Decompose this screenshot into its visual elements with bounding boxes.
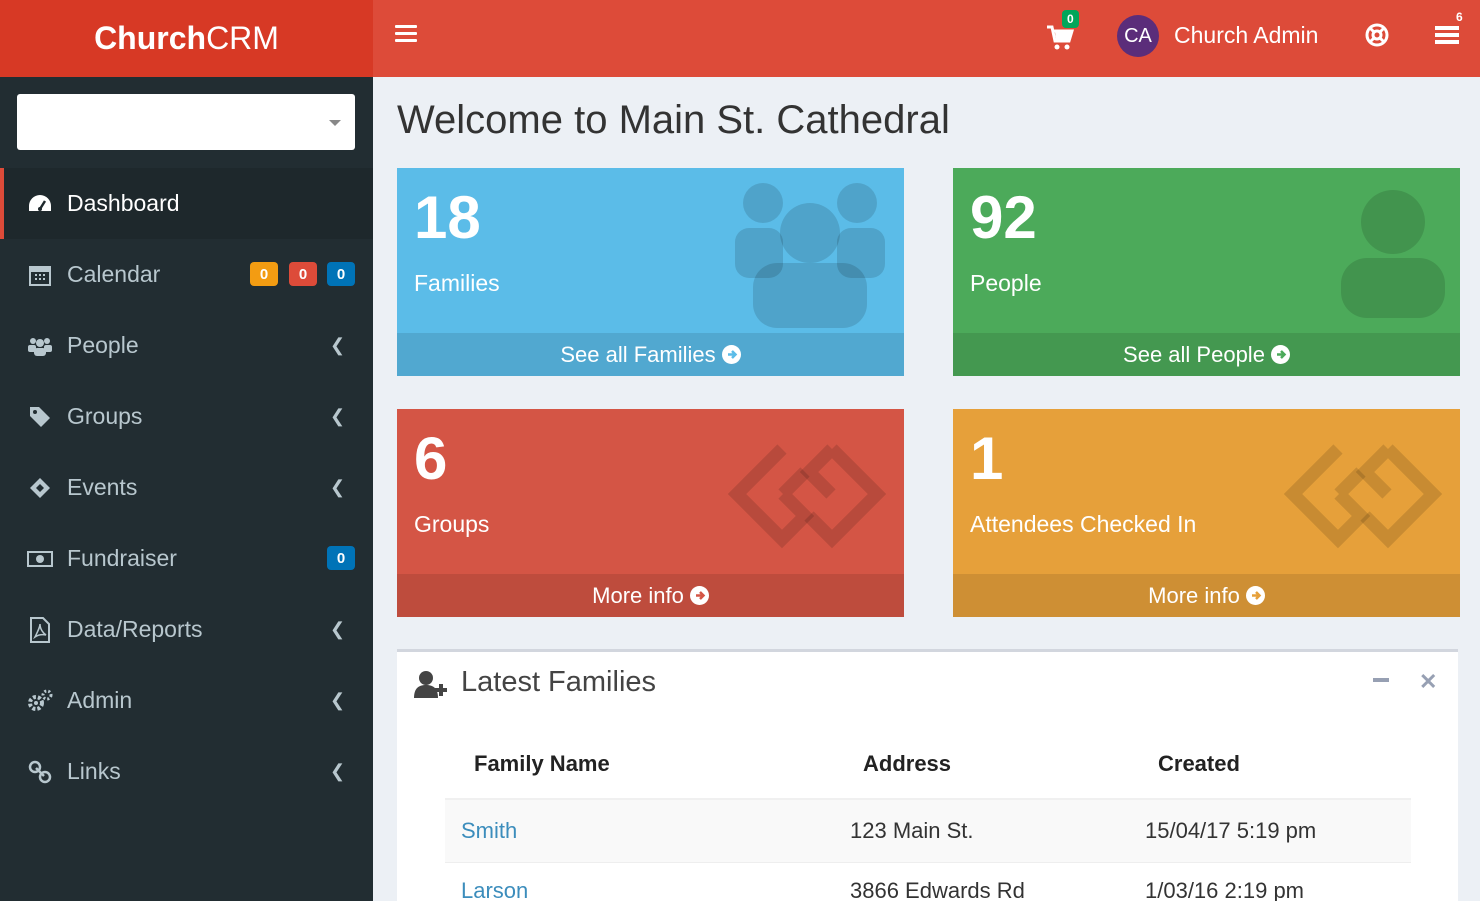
groups-count: 6 xyxy=(414,425,448,492)
families-count: 18 xyxy=(414,184,481,251)
sidebar-item-label: Fundraiser xyxy=(67,545,177,571)
calendar-badge-birthdays: 0 xyxy=(289,262,317,286)
page-title: Welcome to Main St. Cathedral xyxy=(397,98,950,142)
column-header-created[interactable]: Created xyxy=(1158,751,1240,776)
file-pdf-icon xyxy=(27,616,53,643)
sidebar-item-events[interactable]: Events ❮ xyxy=(0,452,373,523)
sidebar-item-label: People xyxy=(67,332,139,358)
brand-logo[interactable]: Church CRM xyxy=(0,0,373,77)
sidebar-item-label: Calendar xyxy=(67,261,161,287)
chevron-left-icon: ❮ xyxy=(330,761,346,781)
sidebar-item-label: Data/Reports xyxy=(67,616,203,642)
people-label: People xyxy=(970,270,1042,296)
families-label: Families xyxy=(414,270,500,296)
groups-more-info-link[interactable]: More info xyxy=(397,574,904,617)
groups-label: Groups xyxy=(414,511,490,537)
groups-stat-box: 6 Groups More info xyxy=(397,409,904,617)
attendees-more-info-link[interactable]: More info xyxy=(953,574,1460,617)
cart-icon[interactable] xyxy=(1045,22,1075,52)
sidebar-item-data-reports[interactable]: Data/Reports ❮ xyxy=(0,594,373,665)
family-name-link[interactable]: Larson xyxy=(461,878,529,901)
brand-name-regular: CRM xyxy=(206,20,279,56)
family-address: 123 Main St. xyxy=(850,818,974,843)
sidebar-item-label: Events xyxy=(67,474,138,500)
close-icon[interactable]: ✕ xyxy=(1419,669,1438,694)
sidebar-select[interactable] xyxy=(17,94,355,150)
user-plus-icon xyxy=(414,671,447,698)
attendees-label: Attendees Checked In xyxy=(970,511,1197,537)
family-created: 15/04/17 5:19 pm xyxy=(1145,818,1317,843)
user-menu-name[interactable]: Church Admin xyxy=(1174,22,1319,48)
minus-icon[interactable] xyxy=(1373,678,1389,682)
gg-icon xyxy=(727,444,887,549)
caret-down-icon xyxy=(329,120,341,126)
sidebar-item-fundraiser[interactable]: Fundraiser 0 xyxy=(0,523,373,594)
sidebar-item-label: Groups xyxy=(67,403,143,429)
attendees-stat-box: 1 Attendees Checked In More info xyxy=(953,409,1460,617)
gg-icon xyxy=(1283,444,1443,549)
dashboard-icon xyxy=(27,191,53,217)
sidebar-item-people[interactable]: People ❮ xyxy=(0,310,373,381)
groups-more-info-label: More info xyxy=(592,582,684,608)
sidebar-item-admin[interactable]: Admin ❮ xyxy=(0,665,373,736)
sidebar-item-label: Links xyxy=(67,758,121,784)
money-icon xyxy=(27,546,53,572)
sidebar-item-dashboard[interactable]: Dashboard xyxy=(0,168,373,239)
family-created: 1/03/16 2:19 pm xyxy=(1145,878,1305,901)
cart-count-badge: 0 xyxy=(1062,10,1079,28)
column-header-family-name[interactable]: Family Name xyxy=(474,751,610,776)
chevron-left-icon: ❮ xyxy=(330,406,346,426)
see-all-families-link[interactable]: See all Families xyxy=(397,333,904,376)
avatar[interactable]: CA xyxy=(1117,15,1159,57)
see-all-people-label: See all People xyxy=(1123,341,1265,367)
sidebar-item-links[interactable]: Links ❮ xyxy=(0,736,373,807)
calendar-badge-events: 0 xyxy=(250,262,278,286)
row-divider xyxy=(445,862,1411,863)
column-header-address[interactable]: Address xyxy=(863,751,952,776)
attendees-more-info-label: More info xyxy=(1148,582,1240,608)
tasks-count-badge: 6 xyxy=(1456,10,1463,24)
users-icon xyxy=(27,333,53,359)
people-count: 92 xyxy=(970,184,1037,251)
link-icon xyxy=(27,759,53,785)
family-address: 3866 Edwards Rd xyxy=(850,878,1025,901)
panel-title: Latest Families xyxy=(461,666,657,698)
people-stat-box: 92 People See all People xyxy=(953,168,1460,376)
arrow-circle-right-icon xyxy=(1245,586,1265,605)
chevron-left-icon: ❮ xyxy=(330,619,346,639)
ticket-icon xyxy=(27,475,53,501)
table-header-divider xyxy=(445,798,1411,800)
tasks-icon[interactable] xyxy=(1434,24,1460,46)
chevron-left-icon: ❮ xyxy=(330,477,346,497)
arrow-circle-right-icon xyxy=(721,345,741,364)
arrow-circle-right-icon xyxy=(1270,345,1290,364)
fundraiser-badge: 0 xyxy=(327,546,355,570)
chevron-left-icon: ❮ xyxy=(330,335,346,355)
calendar-icon xyxy=(27,262,53,288)
sidebar-item-label: Admin xyxy=(67,687,133,713)
see-all-people-link[interactable]: See all People xyxy=(953,333,1460,376)
sidebar-toggle-icon[interactable] xyxy=(395,25,417,45)
attendees-count: 1 xyxy=(970,425,1004,492)
calendar-badge-anniversaries: 0 xyxy=(327,262,355,286)
latest-families-panel: Latest Families ✕ Family Name Address Cr… xyxy=(397,649,1458,901)
chevron-left-icon: ❮ xyxy=(330,690,346,710)
user-icon xyxy=(1341,190,1445,318)
life-ring-icon[interactable] xyxy=(1364,22,1390,48)
tag-icon xyxy=(27,404,53,430)
family-name-link[interactable]: Smith xyxy=(461,818,518,843)
arrow-circle-right-icon xyxy=(689,586,709,605)
gears-icon xyxy=(27,688,53,714)
top-navbar: 0 CA Church Admin 6 xyxy=(373,0,1480,77)
brand-name-bold: Church xyxy=(94,20,207,56)
table-row xyxy=(445,800,1411,862)
families-stat-box: 18 Families See all Families xyxy=(397,168,904,376)
sidebar: Dashboard Calendar 0 0 0 People ❮ Groups… xyxy=(0,77,373,901)
users-icon xyxy=(735,183,885,328)
sidebar-item-groups[interactable]: Groups ❮ xyxy=(0,381,373,452)
see-all-families-label: See all Families xyxy=(560,341,716,367)
sidebar-item-calendar[interactable]: Calendar 0 0 0 xyxy=(0,239,373,310)
sidebar-item-label: Dashboard xyxy=(67,190,180,216)
